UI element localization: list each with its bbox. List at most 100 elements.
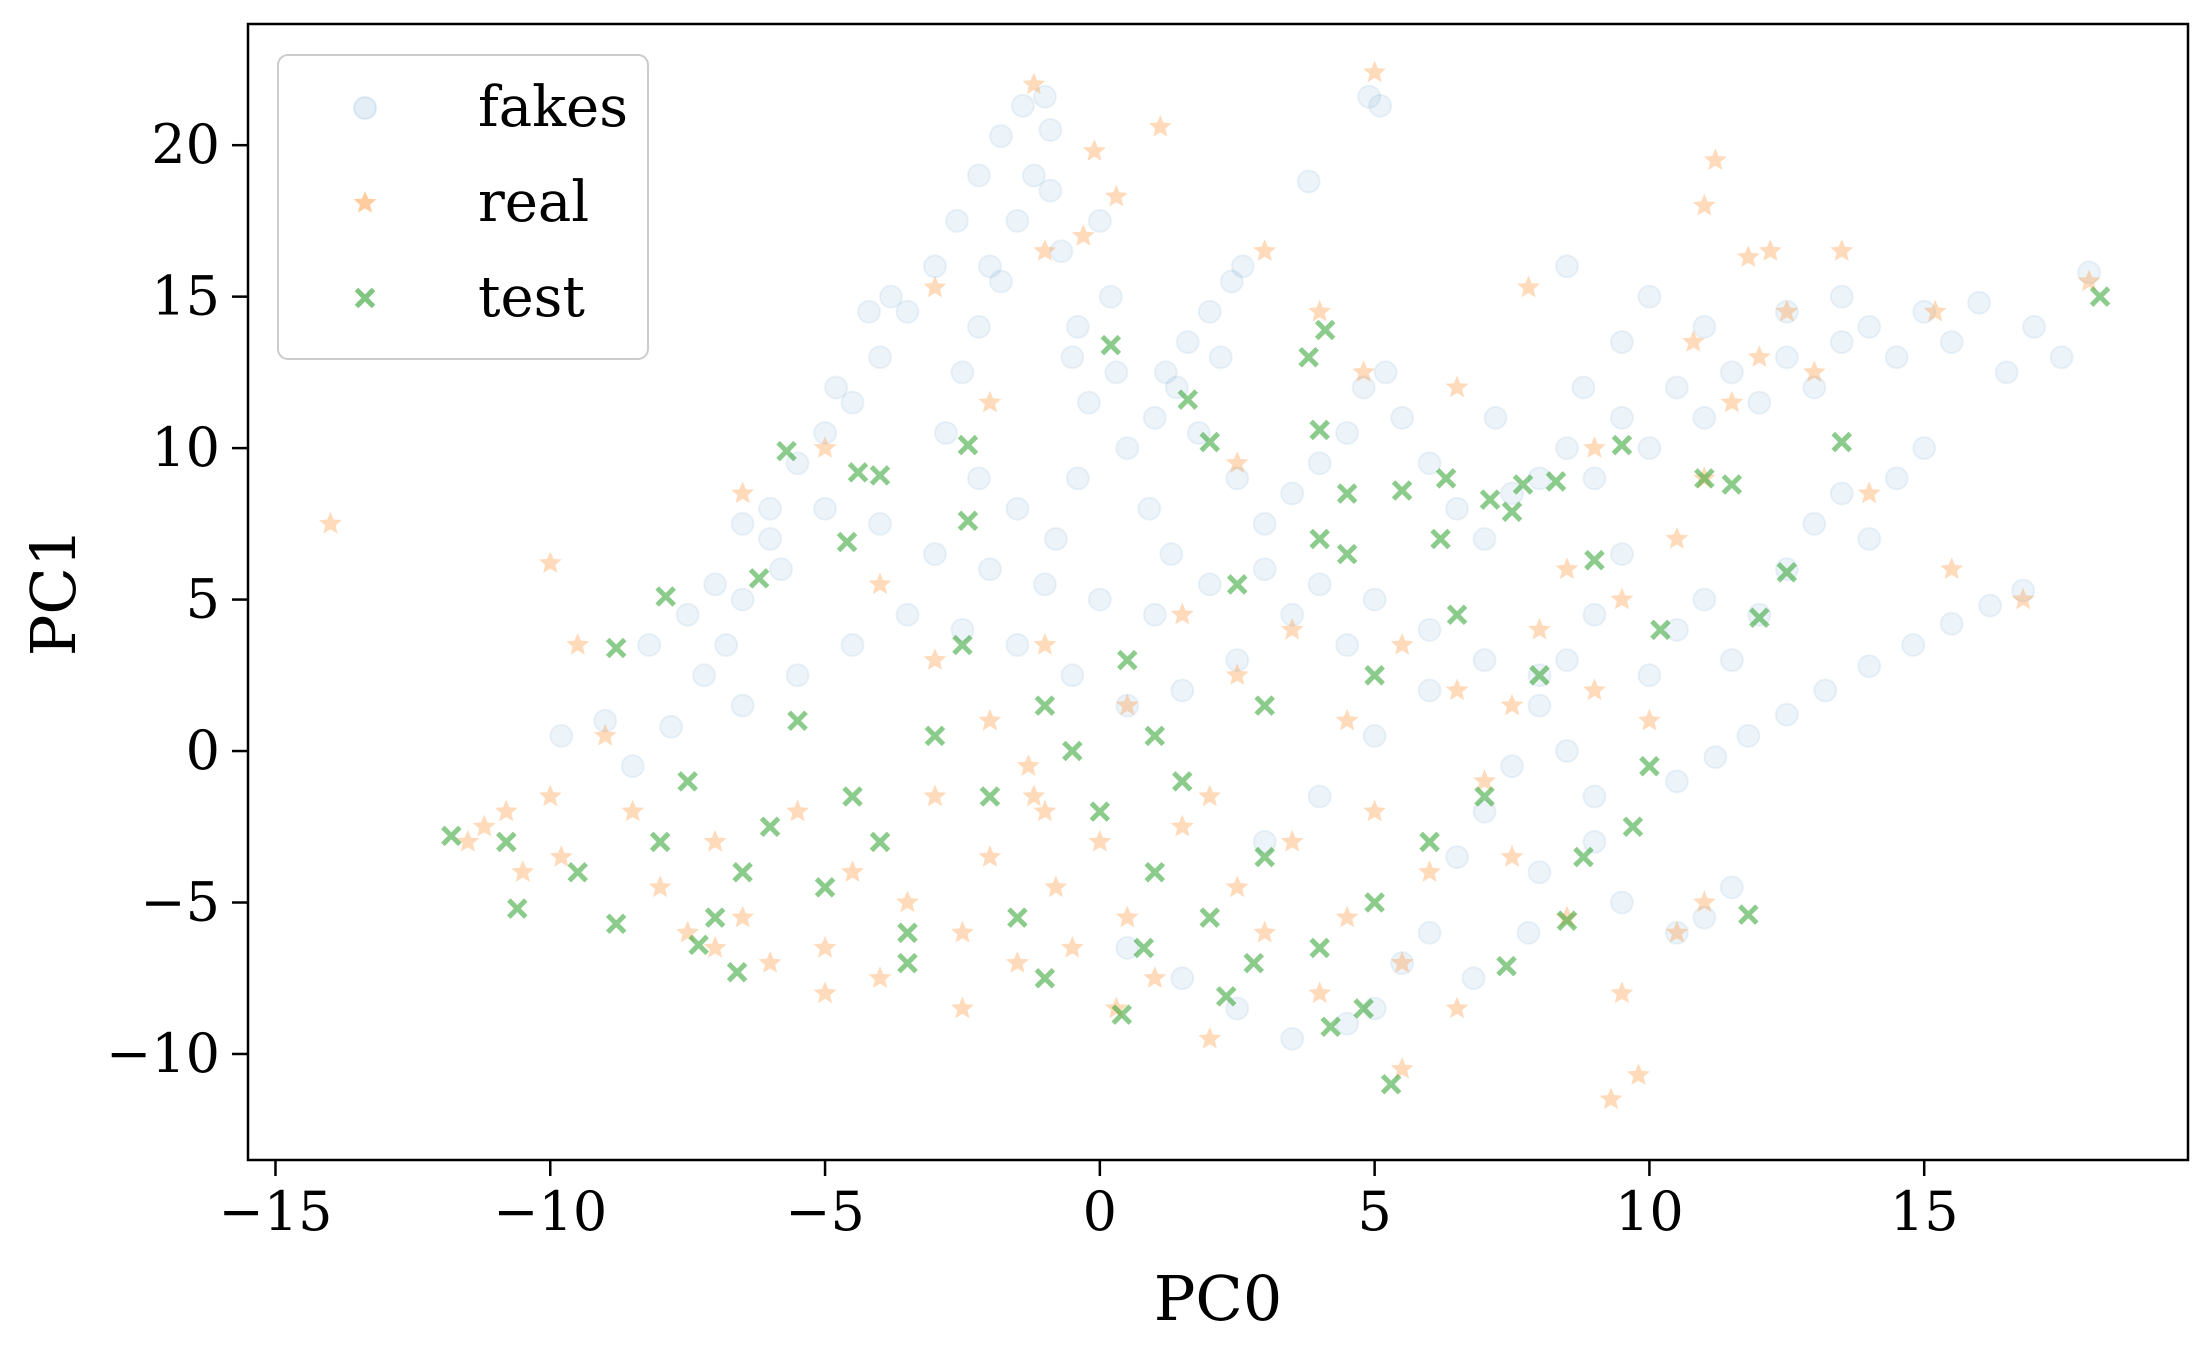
fakes-point <box>1060 345 1085 370</box>
fakes-point <box>730 511 755 536</box>
test-point <box>1144 861 1166 883</box>
test-point <box>649 831 671 853</box>
real-point <box>1225 663 1249 685</box>
fakes-point <box>730 587 755 612</box>
real-point <box>2077 269 2101 292</box>
fakes-point <box>1637 436 1662 461</box>
real-point <box>1335 905 1359 928</box>
test-point <box>957 434 979 456</box>
fakes-point <box>1307 572 1332 597</box>
fakes-point <box>1829 481 1854 506</box>
fakes-point <box>966 466 991 491</box>
real-point <box>1583 436 1606 458</box>
test-point <box>1584 549 1605 571</box>
real-point <box>978 708 1002 731</box>
real-point <box>1517 275 1540 298</box>
x-tick-label: −5 <box>785 1180 865 1243</box>
real-point <box>868 966 892 988</box>
real-point <box>923 648 947 670</box>
test-point <box>1177 389 1199 410</box>
real-point <box>1352 360 1376 383</box>
fakes-point <box>1719 360 1744 385</box>
fakes-point <box>1005 496 1030 521</box>
test-point <box>1831 431 1853 453</box>
real-point <box>1610 981 1634 1004</box>
fakes-point <box>1829 330 1854 355</box>
test-point <box>605 637 627 659</box>
fakes-point <box>1032 84 1057 109</box>
real-point <box>1473 769 1496 791</box>
fakes-point <box>692 663 717 688</box>
real-point <box>1280 617 1304 640</box>
test-point <box>1254 846 1275 868</box>
fakes-point <box>1280 1026 1305 1051</box>
fakes-point <box>922 254 947 279</box>
real-point <box>731 481 754 504</box>
test-point <box>1446 604 1468 625</box>
legend-item-real: real <box>353 170 589 235</box>
real-point <box>1610 587 1634 610</box>
real-point <box>1170 602 1194 625</box>
fakes-point <box>840 633 865 658</box>
fakes-point <box>1357 84 1382 109</box>
fakes-point <box>988 269 1013 294</box>
x-axis: −15 −10 −5 0 5 10 15 <box>218 1160 1959 1243</box>
real-point <box>2011 587 2035 610</box>
fakes-point <box>1362 723 1387 748</box>
fakes-point <box>966 163 991 188</box>
real-point <box>1308 981 1332 1004</box>
test-point <box>1199 431 1221 453</box>
real-point <box>923 275 947 298</box>
test-point <box>1007 907 1028 928</box>
fakes-point <box>950 360 975 385</box>
real-point <box>813 436 837 458</box>
fakes-point <box>2022 314 2047 339</box>
fakes-point <box>1038 178 1063 203</box>
real-point <box>1802 360 1826 383</box>
fakes-point <box>1901 633 1926 658</box>
real-point <box>1720 390 1744 413</box>
fakes-point <box>1609 890 1634 915</box>
real-point <box>1115 905 1139 928</box>
test-point <box>732 861 753 883</box>
test-point <box>1309 419 1330 441</box>
fakes-point <box>1483 405 1508 430</box>
fakes-point <box>1005 208 1030 233</box>
x-tick-label: 5 <box>1357 1180 1391 1243</box>
fakes-point <box>549 723 574 748</box>
fakes-point <box>1225 466 1250 491</box>
fakes-point <box>1417 617 1442 642</box>
fakes-point <box>1252 511 1277 536</box>
fakes-point <box>1664 375 1689 400</box>
real-point <box>1071 224 1095 246</box>
test-point <box>1215 986 1237 1007</box>
test-point <box>507 898 528 919</box>
test-point <box>1226 574 1248 595</box>
fakes-point <box>637 633 662 658</box>
fakes-point <box>1516 920 1541 945</box>
test-point <box>1738 904 1759 925</box>
test-point <box>1435 468 1457 489</box>
test-point <box>1380 1074 1402 1095</box>
real-point <box>1665 920 1689 943</box>
fakes-point <box>1500 754 1525 779</box>
real-point <box>978 845 1002 867</box>
fakes-point <box>1554 436 1579 461</box>
real-point <box>1225 875 1249 898</box>
fakes-point <box>1609 542 1634 567</box>
fakes-point <box>1719 875 1744 900</box>
real-point <box>1143 966 1167 988</box>
fakes-point <box>1307 784 1332 809</box>
fakes-point <box>1747 390 1772 415</box>
test-point <box>704 907 726 928</box>
real-point <box>1017 754 1040 776</box>
real-point <box>472 814 496 837</box>
real-point <box>1022 72 1046 95</box>
legend-label: real <box>478 170 589 235</box>
fakes-point <box>1252 829 1277 854</box>
real-point <box>1082 139 1106 161</box>
fakes-point <box>1021 163 1046 188</box>
fakes-point <box>1087 587 1112 612</box>
